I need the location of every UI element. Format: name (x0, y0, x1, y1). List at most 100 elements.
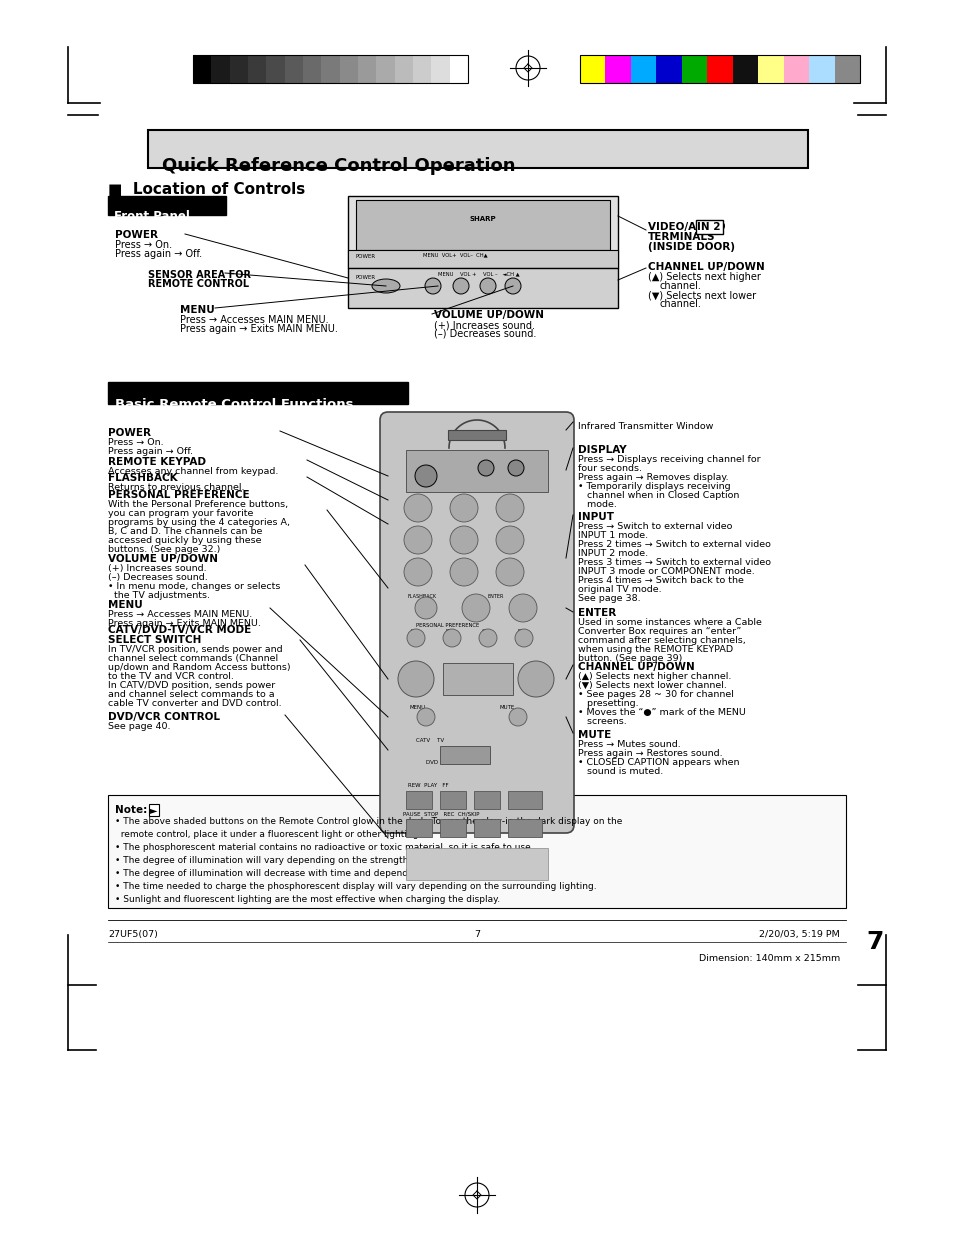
Bar (605, 56, 631, 83)
Text: Converter Box requires an “enter”: Converter Box requires an “enter” (578, 627, 740, 636)
Text: • In menu mode, changes or selects: • In menu mode, changes or selects (108, 582, 280, 592)
Circle shape (453, 278, 469, 294)
Text: Press → Mutes sound.: Press → Mutes sound. (578, 740, 680, 748)
Circle shape (450, 494, 477, 522)
Circle shape (478, 629, 497, 647)
Text: • Sunlight and fluorescent lighting are the most effective when charging the dis: • Sunlight and fluorescent lighting are … (115, 895, 499, 904)
Text: 2: 2 (458, 501, 465, 513)
Text: 2/20/03, 5:19 PM: 2/20/03, 5:19 PM (759, 930, 840, 939)
Text: (▼) Selects next lower channel.: (▼) Selects next lower channel. (578, 680, 726, 690)
Text: MUTE: MUTE (499, 705, 515, 710)
Text: REW  PLAY   FF: REW PLAY FF (408, 783, 448, 788)
Text: to the TV and VCR control.: to the TV and VCR control. (108, 672, 233, 680)
Text: 7: 7 (474, 930, 479, 939)
Text: POWER: POWER (115, 230, 158, 240)
Text: PERSONAL PREFERENCE: PERSONAL PREFERENCE (108, 490, 250, 500)
Bar (375, 56, 395, 83)
Text: REMOTE KEYPAD: REMOTE KEYPAD (108, 457, 206, 467)
Text: FLASHBACK: FLASHBACK (108, 473, 177, 483)
Bar (303, 56, 321, 83)
Circle shape (403, 526, 432, 555)
Text: presetting.: presetting. (578, 699, 638, 708)
Text: Press again → Removes display.: Press again → Removes display. (578, 473, 728, 482)
Text: CATV    TV: CATV TV (416, 739, 444, 743)
Circle shape (415, 466, 436, 487)
Text: PAUSE  STOP   REC  CH/SKIP: PAUSE STOP REC CH/SKIP (402, 811, 479, 816)
Text: (–) Decreases sound.: (–) Decreases sound. (434, 329, 536, 338)
Circle shape (515, 629, 533, 647)
Bar (758, 56, 783, 83)
Bar (656, 56, 681, 83)
Bar (681, 56, 707, 83)
Text: B–: B– (446, 629, 452, 634)
Text: programs by using the 4 categories A,: programs by using the 4 categories A, (108, 517, 290, 527)
Text: • The above shaded buttons on the Remote Control glow in the dark. To use the gl: • The above shaded buttons on the Remote… (115, 818, 621, 826)
Text: Quick Reference Control Operation: Quick Reference Control Operation (162, 157, 515, 175)
Bar (193, 56, 468, 83)
Bar (406, 790, 432, 809)
Text: channel select commands (Channel: channel select commands (Channel (108, 655, 278, 663)
Circle shape (442, 629, 460, 647)
Text: Infrared Transmitter Window: Infrared Transmitter Window (578, 422, 713, 431)
Bar (148, 130, 807, 168)
Circle shape (509, 594, 537, 622)
Text: SENSOR AREA FOR: SENSOR AREA FOR (148, 270, 251, 280)
Text: CH▲: CH▲ (462, 671, 478, 676)
Text: INPUT 3 mode or COMPONENT mode.: INPUT 3 mode or COMPONENT mode. (578, 567, 754, 576)
Bar (448, 430, 505, 440)
Circle shape (450, 558, 477, 585)
Text: • The time needed to charge the phosphorescent display will vary depending on th: • The time needed to charge the phosphor… (115, 882, 596, 890)
Text: Press → Accesses MAIN MENU.: Press → Accesses MAIN MENU. (108, 610, 252, 619)
Text: 0: 0 (472, 601, 478, 613)
Text: • Moves the “●” mark of the MENU: • Moves the “●” mark of the MENU (578, 708, 745, 718)
Circle shape (496, 494, 523, 522)
Bar (579, 56, 859, 83)
Bar (706, 56, 733, 83)
Text: remote control, place it under a fluorescent light or other lighting.: remote control, place it under a fluores… (115, 830, 421, 839)
Text: Basic Remote Control Functions: Basic Remote Control Functions (115, 398, 354, 411)
Text: CATV/DVD-TV/VCR MODE: CATV/DVD-TV/VCR MODE (108, 625, 251, 635)
Circle shape (496, 558, 523, 585)
Circle shape (479, 278, 496, 294)
Text: –: – (411, 683, 414, 689)
Circle shape (477, 459, 494, 475)
Text: 5: 5 (458, 534, 465, 543)
Bar (808, 56, 834, 83)
Bar (108, 382, 408, 404)
Text: MENU: MENU (108, 600, 143, 610)
Bar (248, 56, 267, 83)
FancyBboxPatch shape (379, 412, 574, 832)
Bar (439, 746, 490, 764)
Bar (507, 819, 541, 837)
Circle shape (397, 661, 434, 697)
Text: Press 3 times → Switch to external video: Press 3 times → Switch to external video (578, 558, 770, 567)
Text: button. (See page 39): button. (See page 39) (578, 655, 681, 663)
Text: (▲) Selects next higher: (▲) Selects next higher (647, 272, 760, 282)
Text: 7: 7 (865, 930, 883, 953)
Text: Press 4 times → Switch back to the: Press 4 times → Switch back to the (578, 576, 743, 585)
Text: POWER: POWER (417, 456, 447, 462)
Text: Note:: Note: (115, 805, 147, 815)
Bar (266, 56, 285, 83)
Circle shape (415, 597, 436, 619)
Text: CHANNEL UP/DOWN: CHANNEL UP/DOWN (578, 662, 694, 672)
Ellipse shape (372, 279, 399, 293)
Text: FLASHBACK: FLASHBACK (408, 594, 436, 599)
Text: Press → On.: Press → On. (115, 240, 172, 249)
Bar (439, 790, 465, 809)
Text: 6: 6 (504, 534, 511, 543)
Bar (348, 196, 618, 268)
Text: channel.: channel. (659, 299, 701, 309)
Bar (442, 663, 513, 695)
Text: VOL: VOL (527, 676, 538, 680)
Text: 9: 9 (504, 566, 511, 576)
Text: IN 2: IN 2 (697, 222, 720, 232)
Text: In TV/VCR position, sends power and: In TV/VCR position, sends power and (108, 645, 282, 655)
Text: you can program your favorite: you can program your favorite (108, 509, 253, 517)
Bar (284, 56, 303, 83)
Text: TV     DVD: TV DVD (417, 464, 447, 469)
Bar (782, 56, 809, 83)
Bar (630, 56, 657, 83)
Circle shape (403, 494, 432, 522)
Text: (+) Increases sound.: (+) Increases sound. (108, 564, 207, 573)
